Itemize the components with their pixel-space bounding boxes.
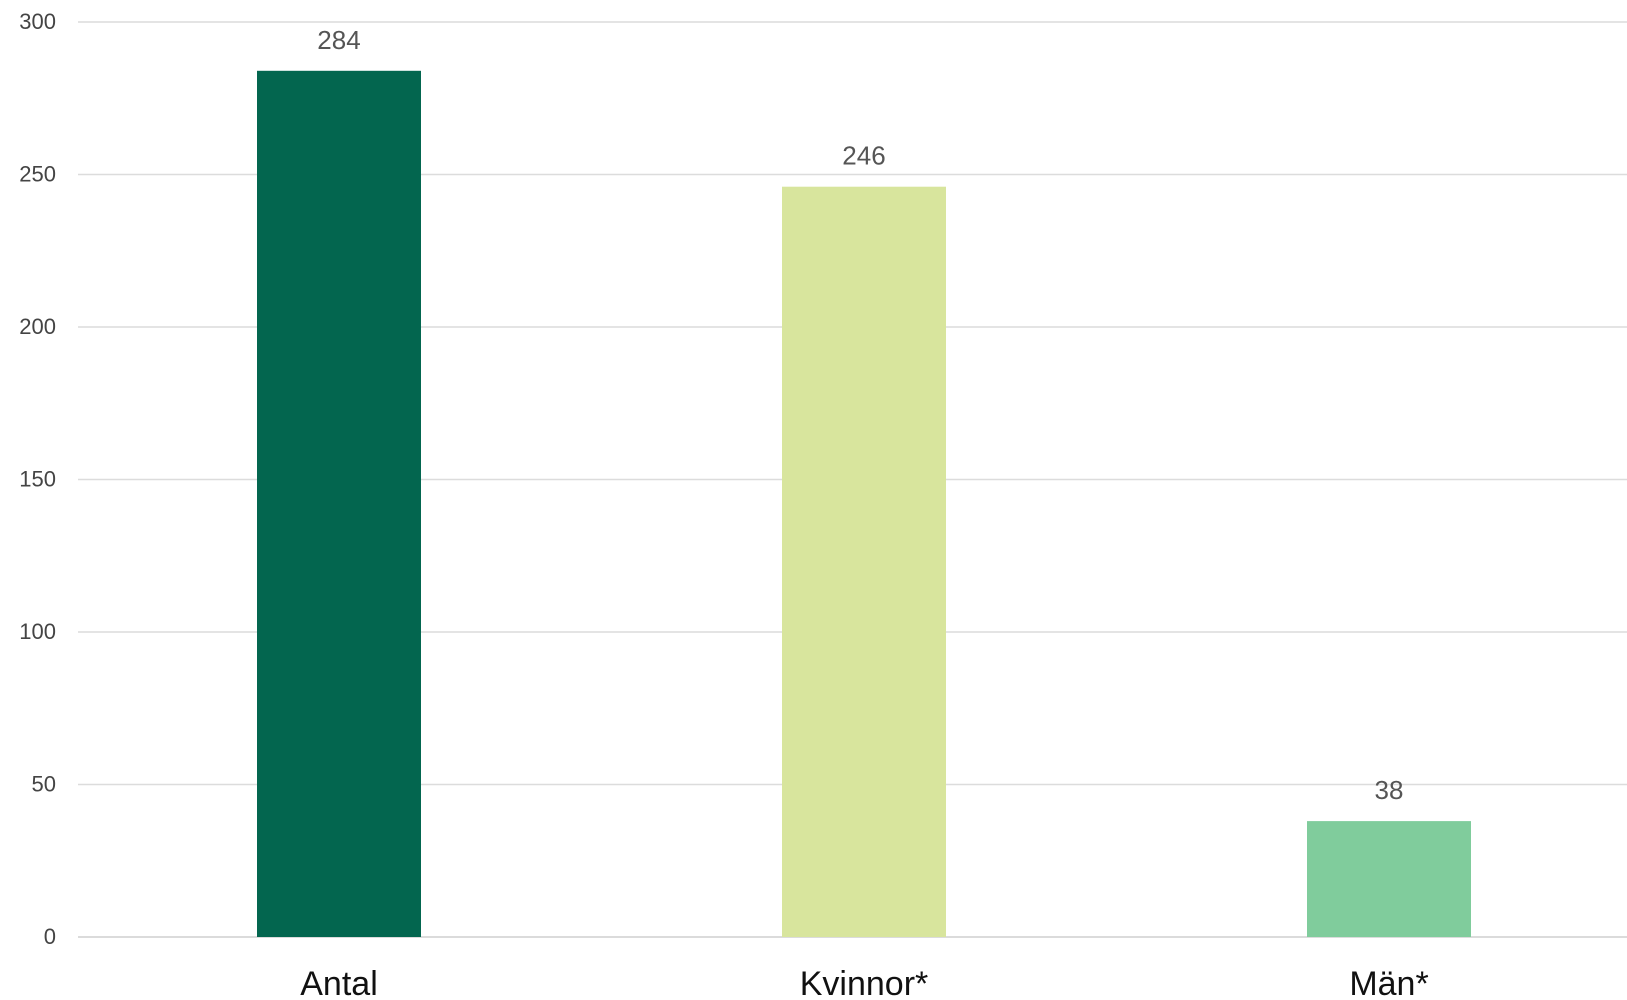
category-label: Antal: [300, 965, 378, 1000]
category-label: Kvinnor*: [800, 965, 929, 1000]
category-label: Män*: [1349, 965, 1428, 1000]
data-label: 38: [1375, 775, 1404, 805]
data-labels: 284 246 38: [317, 25, 1403, 805]
bar: [782, 186, 946, 937]
y-tick-label: 300: [19, 9, 56, 34]
bars: [257, 70, 1471, 938]
y-tick-label: 200: [19, 314, 56, 339]
y-axis-ticks: 0 50 100 150 200 250 300: [19, 9, 56, 949]
y-tick-label: 100: [19, 619, 56, 644]
bar: [257, 70, 421, 938]
y-tick-label: 250: [19, 162, 56, 187]
x-axis-categories: Antal Kvinnor* Män*: [300, 965, 1428, 1000]
y-tick-label: 150: [19, 467, 56, 492]
data-label: 284: [317, 25, 360, 55]
y-tick-label: 0: [44, 924, 56, 949]
y-tick-label: 50: [32, 772, 56, 797]
data-label: 246: [842, 141, 885, 171]
bar: [1307, 821, 1471, 937]
